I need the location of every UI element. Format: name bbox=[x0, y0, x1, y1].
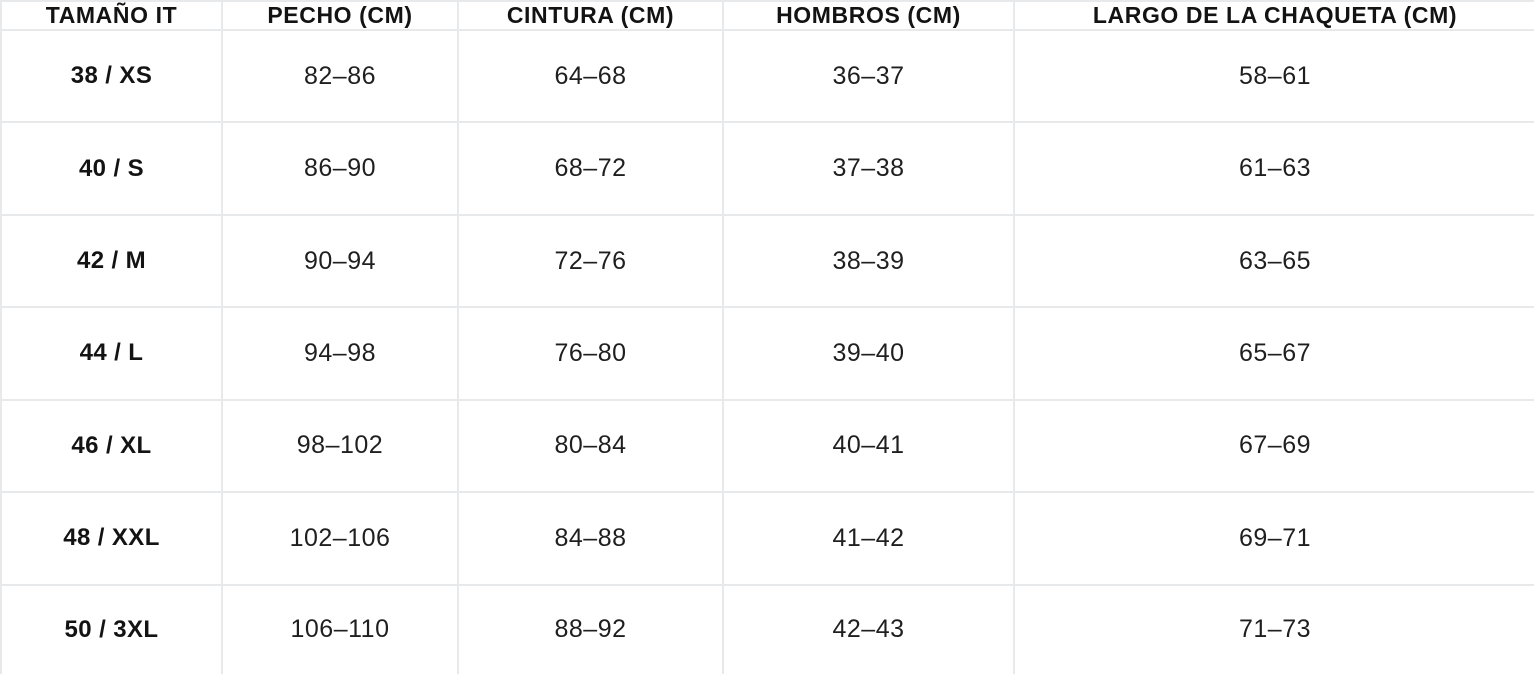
pecho-value: 106–110 bbox=[221, 583, 458, 674]
largo-value: 71–73 bbox=[1013, 583, 1534, 674]
cintura-value: 68–72 bbox=[457, 121, 723, 215]
largo-value: 58–61 bbox=[1013, 28, 1534, 123]
table-row: 50 / 3XL 106–110 88–92 42–43 71–73 bbox=[0, 583, 1534, 674]
table-row: 46 / XL 98–102 80–84 40–41 67–69 bbox=[0, 398, 1534, 493]
table-row: 40 / S 86–90 68–72 37–38 61–63 bbox=[0, 121, 1534, 215]
table-row: 42 / M 90–94 72–76 38–39 63–65 bbox=[0, 213, 1534, 308]
table-row: 44 / L 94–98 76–80 39–40 65–67 bbox=[0, 306, 1534, 400]
size-label: 50 / 3XL bbox=[0, 583, 222, 674]
table-row: 48 / XXL 102–106 84–88 41–42 69–71 bbox=[0, 491, 1534, 585]
size-chart-header-row: TAMAÑO IT PECHO (CM) CINTURA (CM) HOMBROS (… bbox=[0, 0, 1534, 30]
column-header-1: PECHO (CM) bbox=[221, 0, 458, 30]
size-label: 38 / XS bbox=[0, 28, 222, 123]
hombros-value: 39–40 bbox=[722, 306, 1014, 400]
largo-value: 69–71 bbox=[1013, 491, 1534, 585]
column-header-4: LARGO DE LA CHAQUETA (CM) bbox=[1013, 0, 1534, 30]
largo-value: 65–67 bbox=[1013, 306, 1534, 400]
cintura-value: 72–76 bbox=[457, 213, 723, 308]
size-chart-body: 38 / XS 82–86 64–68 36–37 58–61 40 / S 86–90 68… bbox=[0, 28, 1534, 674]
cintura-value: 76–80 bbox=[457, 306, 723, 400]
hombros-value: 36–37 bbox=[722, 28, 1014, 123]
size-label: 48 / XXL bbox=[0, 491, 222, 585]
cintura-value: 64–68 bbox=[457, 28, 723, 123]
hombros-value: 37–38 bbox=[722, 121, 1014, 215]
size-label: 42 / M bbox=[0, 213, 222, 308]
column-header-3: HOMBROS (CM) bbox=[722, 0, 1014, 30]
pecho-value: 98–102 bbox=[221, 398, 458, 493]
size-label: 40 / S bbox=[0, 121, 222, 215]
pecho-value: 94–98 bbox=[221, 306, 458, 400]
pecho-value: 90–94 bbox=[221, 213, 458, 308]
largo-value: 63–65 bbox=[1013, 213, 1534, 308]
pecho-value: 102–106 bbox=[221, 491, 458, 585]
hombros-value: 40–41 bbox=[722, 398, 1014, 493]
largo-value: 67–69 bbox=[1013, 398, 1534, 493]
largo-value: 61–63 bbox=[1013, 121, 1534, 215]
size-label: 46 / XL bbox=[0, 398, 222, 493]
hombros-value: 42–43 bbox=[722, 583, 1014, 674]
column-header-0: TAMAÑO IT bbox=[0, 0, 222, 30]
cintura-value: 84–88 bbox=[457, 491, 723, 585]
size-label: 44 / L bbox=[0, 306, 222, 400]
pecho-value: 82–86 bbox=[221, 28, 458, 123]
cintura-value: 88–92 bbox=[457, 583, 723, 674]
pecho-value: 86–90 bbox=[221, 121, 458, 215]
table-row: 38 / XS 82–86 64–68 36–37 58–61 bbox=[0, 28, 1534, 123]
hombros-value: 41–42 bbox=[722, 491, 1014, 585]
column-header-2: CINTURA (CM) bbox=[457, 0, 723, 30]
cintura-value: 80–84 bbox=[457, 398, 723, 493]
hombros-value: 38–39 bbox=[722, 213, 1014, 308]
